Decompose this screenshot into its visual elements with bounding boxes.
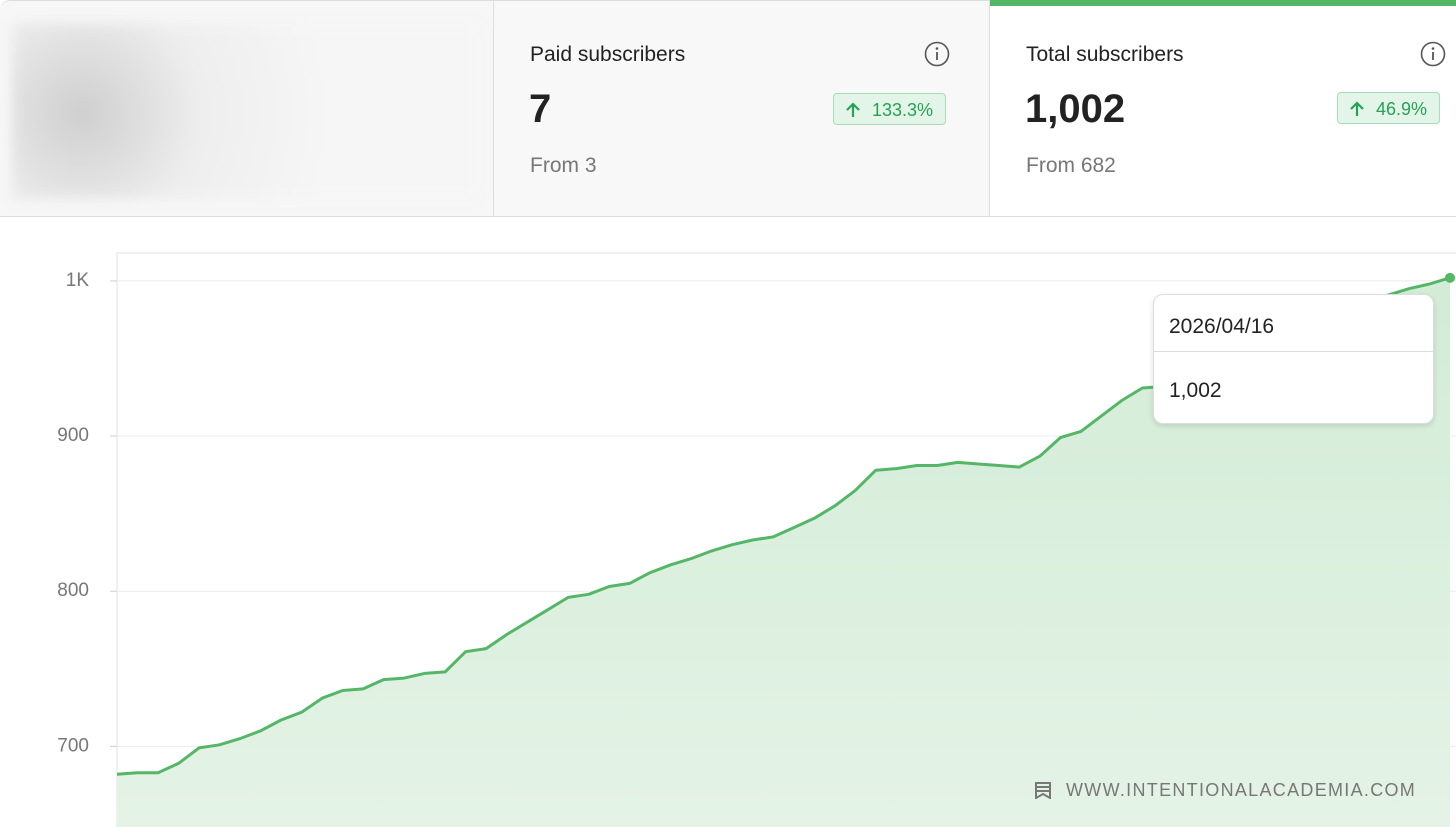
tooltip-date: 2026/04/16 [1169, 315, 1275, 338]
card-from: From 682 [1026, 154, 1116, 177]
hover-point [1445, 272, 1455, 283]
y-tick-label: 700 [57, 735, 89, 756]
area-fill [117, 277, 1450, 827]
y-tick-label: 900 [57, 425, 89, 446]
card-value: 1,002 [1025, 87, 1126, 131]
change-badge: 133.3% [833, 93, 947, 125]
card-from: From 3 [530, 154, 597, 177]
stat-card[interactable]: Paid subscribers 7 133.3% From 3 [494, 0, 990, 216]
y-tick-label: 1K [66, 270, 90, 291]
watermark-text: WWW.INTENTIONALACADEMIA.COM [1066, 780, 1417, 800]
card-value: 7 [529, 87, 552, 131]
plot-frame [116, 252, 1456, 827]
info-icon[interactable] [924, 41, 950, 67]
stats-bar: Paid subscribers 7 133.3% From 3 Total s… [0, 0, 1456, 217]
stat-card[interactable]: Total subscribers 1,002 46.9% From 682 [990, 0, 1456, 216]
change-text: 46.9% [1376, 99, 1428, 119]
watermark: WWW.INTENTIONALACADEMIA.COM [1034, 780, 1416, 801]
info-icon[interactable] [1420, 41, 1446, 67]
change-badge: 46.9% [1337, 92, 1441, 124]
card-label: Total subscribers [1026, 43, 1184, 66]
change-text: 133.3% [872, 100, 934, 120]
tooltip: 2026/04/16 1,002 [1153, 294, 1434, 424]
y-tick-label: 800 [57, 580, 89, 601]
tooltip-value: 1,002 [1169, 379, 1222, 402]
blurred-panel [0, 0, 494, 216]
card-label: Paid subscribers [530, 43, 686, 66]
